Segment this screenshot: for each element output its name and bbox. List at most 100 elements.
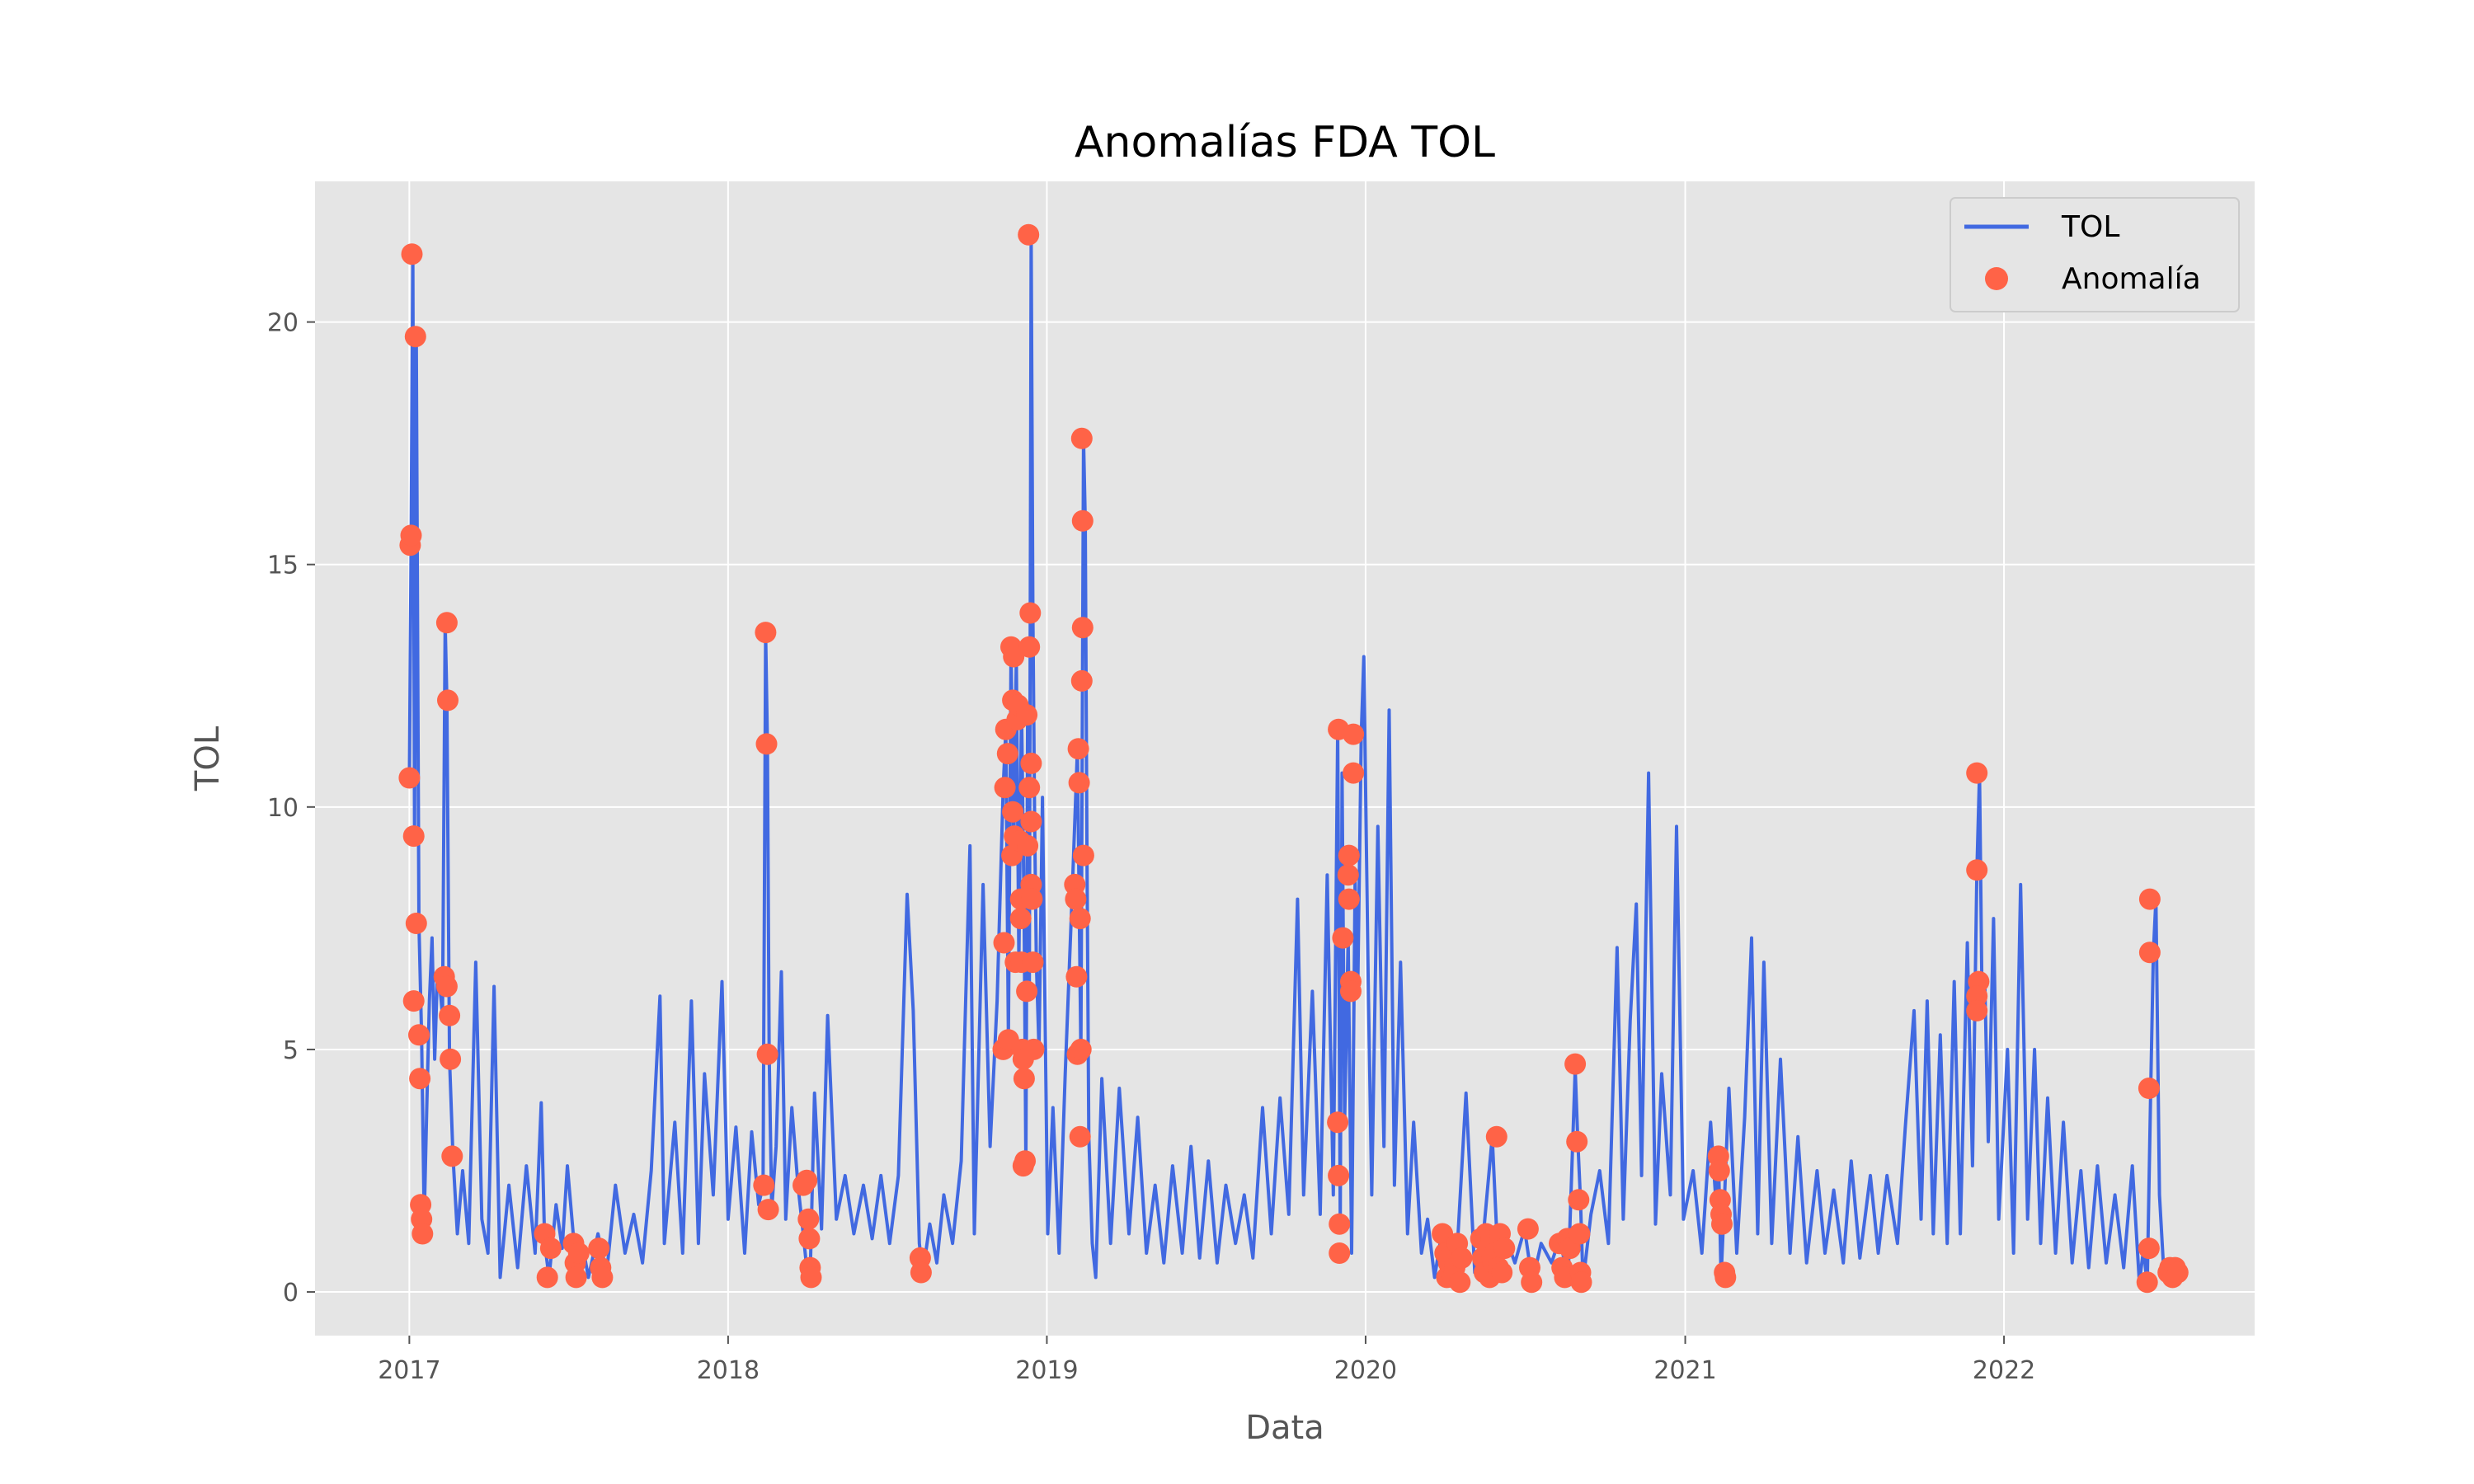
anomaly-point <box>405 913 427 934</box>
y-tick-label: 15 <box>267 552 299 580</box>
anomaly-point <box>753 1174 775 1196</box>
anomaly-point <box>567 1242 590 1264</box>
anomaly-point <box>756 1043 778 1065</box>
x-tick-label: 2021 <box>1653 1356 1716 1385</box>
anomaly-point <box>755 622 777 644</box>
anomaly-point <box>1338 888 1360 910</box>
anomaly-point <box>591 1266 614 1289</box>
anomaly-point <box>1708 1160 1730 1181</box>
anomaly-point <box>1023 1038 1045 1060</box>
anomaly-point <box>1338 844 1360 866</box>
x-tick-label: 2017 <box>378 1356 440 1385</box>
anomaly-point <box>1449 1271 1471 1294</box>
legend-label-tol: TOL <box>2061 210 2119 244</box>
anomaly-point <box>910 1261 932 1284</box>
legend-label-anomalia: Anomalía <box>2062 262 2201 296</box>
anomaly-point <box>539 1237 562 1260</box>
anomaly-point <box>1016 980 1038 1003</box>
anomaly-point <box>1017 834 1039 857</box>
anomaly-point <box>402 825 425 848</box>
anomaly-point <box>402 990 425 1012</box>
anomaly-point <box>2136 1271 2158 1294</box>
anomaly-point <box>400 524 422 547</box>
anomaly-point <box>1069 1125 1091 1148</box>
anomaly-point <box>2138 888 2161 910</box>
anomaly-point <box>1018 223 1040 246</box>
x-axis-label: Data <box>1245 1409 1324 1447</box>
anomaly-point <box>1329 1213 1351 1235</box>
anomaly-point <box>1493 1237 1516 1260</box>
anomaly-point <box>437 689 459 711</box>
legend-marker-icon <box>1985 267 2008 290</box>
anomaly-point <box>1069 908 1091 930</box>
anomaly-point <box>2138 1078 2160 1099</box>
anomaly-point <box>757 1199 779 1221</box>
anomaly-point <box>1019 602 1042 624</box>
anomaly-point <box>1002 801 1024 823</box>
anomaly-point <box>1067 738 1089 760</box>
anomaly-point <box>401 243 423 265</box>
anomaly-point <box>1340 980 1362 1003</box>
chart-title: Anomalías FDA TOL <box>1075 118 1495 167</box>
anomaly-point <box>409 1068 431 1090</box>
anomaly-point <box>1018 636 1041 658</box>
anomaly-point <box>2138 1237 2160 1260</box>
anomaly-point <box>1020 810 1042 833</box>
anomaly-point <box>1329 1242 1351 1264</box>
anomaly-point <box>435 612 458 634</box>
anomaly-point <box>1070 669 1093 692</box>
anomaly-point <box>1566 1130 1588 1153</box>
y-axis-label: TOL <box>189 726 227 791</box>
anomaly-point <box>1966 859 1988 881</box>
anomaly-point <box>1020 752 1042 774</box>
anomaly-point <box>993 932 1015 954</box>
anomaly-point <box>1072 844 1094 866</box>
tol-line <box>407 232 2179 1289</box>
anomaly-point <box>1343 723 1365 745</box>
anomaly-point <box>440 1048 462 1070</box>
x-tick-label: 2019 <box>1015 1356 1078 1385</box>
anomaly-point <box>1003 646 1025 668</box>
y-axis: 0 5 10 15 20 <box>267 309 315 1308</box>
anomaly-point <box>798 1228 821 1250</box>
anomaly-point <box>797 1208 820 1230</box>
anomaly-point <box>1065 888 1087 910</box>
anomaly-point <box>1485 1125 1507 1148</box>
y-tick-label: 10 <box>267 794 299 823</box>
anomaly-point <box>800 1266 822 1289</box>
x-tick-label: 2022 <box>1973 1356 2035 1385</box>
anomaly-point <box>1332 927 1354 949</box>
anomaly-point <box>1013 1068 1035 1090</box>
anomaly-point <box>398 767 421 789</box>
y-tick-label: 0 <box>283 1279 299 1308</box>
anomaly-point <box>1568 1189 1590 1211</box>
anomaly-point <box>1070 427 1093 449</box>
anomaly-point <box>2138 942 2161 964</box>
anomaly-point <box>1343 762 1365 784</box>
anomaly-point <box>439 1004 461 1026</box>
anomaly-point <box>1564 1053 1587 1075</box>
anomaly-point <box>1569 1223 1591 1245</box>
anomaly-point <box>1016 704 1038 726</box>
anomaly-point <box>1070 1038 1092 1060</box>
anomaly-point <box>565 1266 587 1289</box>
anomaly-point <box>1327 1111 1349 1134</box>
anomaly-point <box>1521 1271 1543 1294</box>
anomaly-point <box>1071 617 1094 639</box>
anomaly-point <box>408 1024 430 1046</box>
anomaly-point <box>1071 510 1094 532</box>
anomaly-point <box>588 1237 610 1260</box>
anomaly-point <box>404 326 426 348</box>
anomaly-point <box>1966 999 1988 1021</box>
anomaly-markers <box>398 223 2189 1294</box>
anomaly-point <box>1068 772 1090 794</box>
anomaly-point <box>1328 1164 1350 1186</box>
anomaly-point <box>1714 1266 1737 1289</box>
x-tick-label: 2020 <box>1334 1356 1397 1385</box>
anomaly-point <box>412 1223 434 1245</box>
legend: TOL Anomalía <box>1950 197 2240 312</box>
tol-series <box>407 232 2179 1289</box>
anomaly-point <box>996 743 1018 765</box>
anomaly-point <box>1966 762 1988 784</box>
anomaly-point <box>536 1266 558 1289</box>
